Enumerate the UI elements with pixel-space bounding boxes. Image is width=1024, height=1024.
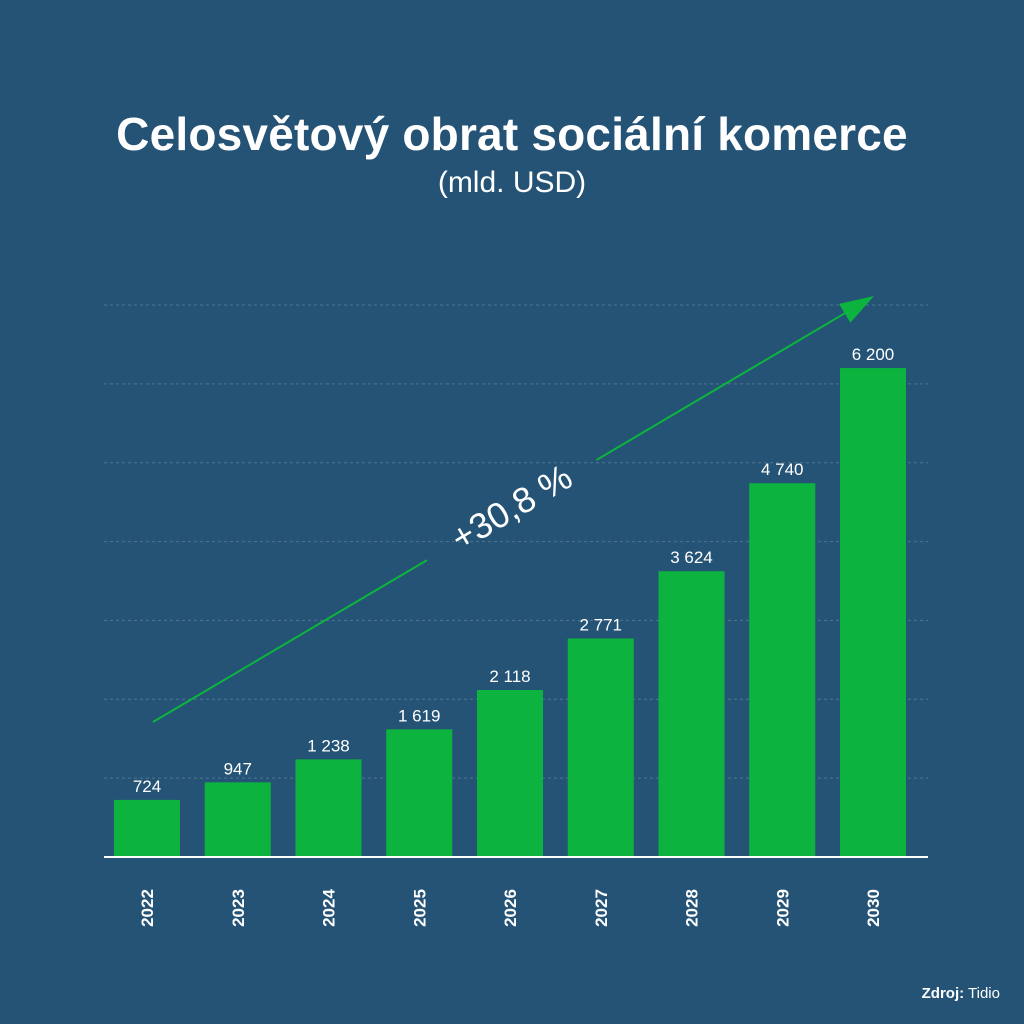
bar-2022 — [114, 799, 180, 857]
x-tick-label: 2030 — [864, 889, 883, 927]
trend-line-upper — [595, 310, 849, 461]
x-tick-label: 2026 — [501, 889, 520, 927]
chart-subtitle: (mld. USD) — [437, 166, 587, 199]
source-note: Zdroj: Tidio — [922, 985, 1000, 1002]
x-tick-label: 2027 — [592, 889, 611, 927]
bar-2028 — [658, 571, 725, 857]
x-tick-label: 2023 — [229, 889, 248, 927]
value-labels: 724 947 1 238 1 619 2 118 2 771 3 624 4 740 6 20… — [133, 345, 894, 796]
bar-2024 — [295, 759, 362, 857]
trend-line-lower — [152, 559, 428, 723]
source-label: Zdroj: — [921, 985, 965, 1002]
value-label: 4 740 — [761, 460, 804, 479]
value-label: 1 238 — [307, 736, 350, 755]
bar-2030 — [840, 368, 906, 857]
bar-2025 — [386, 729, 453, 857]
trend-arrowhead — [839, 296, 874, 323]
value-label: 1 619 — [398, 706, 441, 725]
source-value: Tidio — [968, 985, 1000, 1002]
value-label: 3 624 — [670, 548, 713, 567]
bar-2029 — [749, 483, 816, 857]
value-label: 724 — [133, 777, 161, 796]
bars — [114, 368, 906, 857]
chart-title: Celosvětový obrat sociální komerce — [116, 108, 908, 160]
bar-2023 — [204, 782, 271, 857]
bar-2026 — [477, 689, 543, 857]
value-label: 947 — [224, 759, 252, 778]
x-tick-label: 2025 — [410, 889, 429, 927]
value-label: 6 200 — [852, 345, 895, 364]
bar-2027 — [567, 638, 634, 857]
x-tick-label: 2029 — [773, 889, 792, 927]
x-tick-label: 2022 — [138, 889, 157, 927]
value-label: 2 118 — [489, 667, 530, 686]
x-tick-label: 2024 — [320, 889, 339, 927]
x-tick-labels: 2022 2023 2024 2025 2026 2027 2028 2029 2030 — [138, 889, 883, 927]
x-tick-label: 2028 — [683, 889, 702, 927]
trend-label: +30,8 % — [444, 456, 579, 559]
value-label: 2 771 — [579, 615, 622, 634]
